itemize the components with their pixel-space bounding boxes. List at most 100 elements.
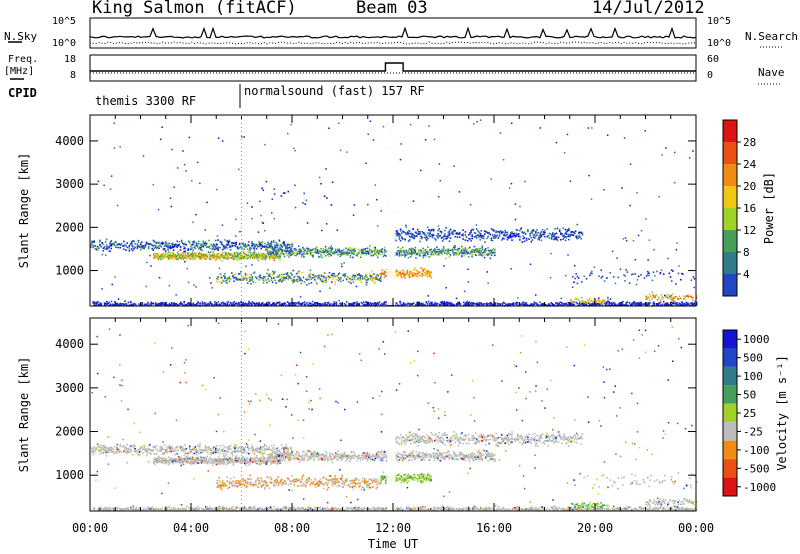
power-cell xyxy=(667,303,670,306)
power-cell xyxy=(280,195,283,197)
power-cell xyxy=(661,296,663,298)
velocity-cell xyxy=(191,509,193,511)
power-cell xyxy=(566,235,569,238)
power-cell xyxy=(603,302,606,305)
power-cell xyxy=(520,228,522,230)
velocity-cell xyxy=(150,509,153,511)
power-cell xyxy=(404,275,406,278)
velocity-cell xyxy=(155,509,157,511)
power-cell xyxy=(348,281,350,283)
velocity-cell xyxy=(283,507,285,510)
power-cell xyxy=(670,301,673,304)
velocity-cell xyxy=(149,508,151,510)
power-cell xyxy=(455,254,457,256)
power-cell xyxy=(522,303,524,305)
power-cell xyxy=(366,276,368,278)
power-cell xyxy=(147,246,150,248)
power-cell xyxy=(136,243,139,245)
power-cell xyxy=(433,249,436,252)
power-cell xyxy=(576,302,579,305)
power-cell xyxy=(253,302,256,305)
power-cell xyxy=(449,254,452,256)
power-cell xyxy=(314,302,316,304)
power-cell xyxy=(415,252,418,255)
power-cell xyxy=(448,240,451,242)
power-cell xyxy=(455,232,458,235)
power-cell xyxy=(309,269,312,272)
power-cell xyxy=(593,298,596,301)
power-cell xyxy=(270,251,272,253)
power-cell xyxy=(180,258,182,260)
power-cell xyxy=(201,302,204,305)
power-cell xyxy=(344,274,347,277)
power-cell xyxy=(237,247,240,250)
power-cell xyxy=(350,278,352,281)
power-cell xyxy=(279,243,282,246)
power-cell xyxy=(364,303,366,306)
power-cell xyxy=(431,228,434,231)
power-cell xyxy=(247,254,249,256)
power-cell xyxy=(197,302,199,305)
power-cell xyxy=(294,248,296,250)
power-cell xyxy=(338,272,341,274)
power-cell xyxy=(440,237,443,239)
power-cell xyxy=(175,243,177,246)
power-cell xyxy=(323,272,325,274)
power-cell xyxy=(378,251,380,254)
power-cell xyxy=(156,304,158,306)
power-cell xyxy=(540,234,543,236)
power-cell xyxy=(241,256,244,258)
power-cell xyxy=(436,235,438,237)
power-cell xyxy=(436,303,439,305)
power-cell xyxy=(175,254,178,257)
power-cell xyxy=(430,277,432,279)
power-cell xyxy=(265,254,268,257)
power-cell xyxy=(478,303,481,305)
power-cell xyxy=(548,303,550,305)
power-cell xyxy=(242,243,244,246)
power-cell xyxy=(535,232,537,234)
power-cell xyxy=(587,302,590,305)
power-cell xyxy=(579,236,581,238)
velocity-cell xyxy=(147,508,149,510)
power-cell xyxy=(525,239,528,242)
power-cell xyxy=(366,247,369,250)
power-cell xyxy=(244,243,247,246)
power-cell xyxy=(423,236,426,239)
power-cell xyxy=(241,275,243,278)
power-cell xyxy=(409,270,412,273)
power-cell xyxy=(318,176,321,179)
power-cell xyxy=(255,247,258,250)
power-cell xyxy=(182,242,184,245)
power-cell xyxy=(204,229,206,231)
velocity-cell xyxy=(299,507,301,510)
power-cell xyxy=(670,269,673,271)
power-cell xyxy=(559,301,562,303)
power-cell xyxy=(342,250,345,252)
power-cell xyxy=(477,303,480,305)
power-cell xyxy=(413,274,415,277)
power-cell xyxy=(153,254,155,257)
power-cell xyxy=(99,239,101,242)
velocity-cell xyxy=(145,508,148,510)
power-cell xyxy=(303,281,306,283)
power-cell xyxy=(134,243,136,245)
power-cell xyxy=(479,247,481,250)
power-cell xyxy=(634,273,637,275)
power-cell xyxy=(171,251,173,254)
power-cell xyxy=(402,269,404,271)
power-cell xyxy=(652,302,655,304)
power-cell xyxy=(649,302,651,304)
velocity-cell xyxy=(157,507,159,510)
power-cell xyxy=(356,273,358,275)
power-cell xyxy=(338,299,340,302)
power-cell xyxy=(223,303,225,305)
velocity-cell xyxy=(194,508,197,511)
power-cell xyxy=(461,234,463,236)
power-cell xyxy=(148,304,150,307)
power-cell xyxy=(157,252,160,255)
power-cell xyxy=(257,303,259,306)
power-cell xyxy=(279,254,281,256)
power-cell xyxy=(622,300,624,303)
power-cell xyxy=(277,252,279,255)
